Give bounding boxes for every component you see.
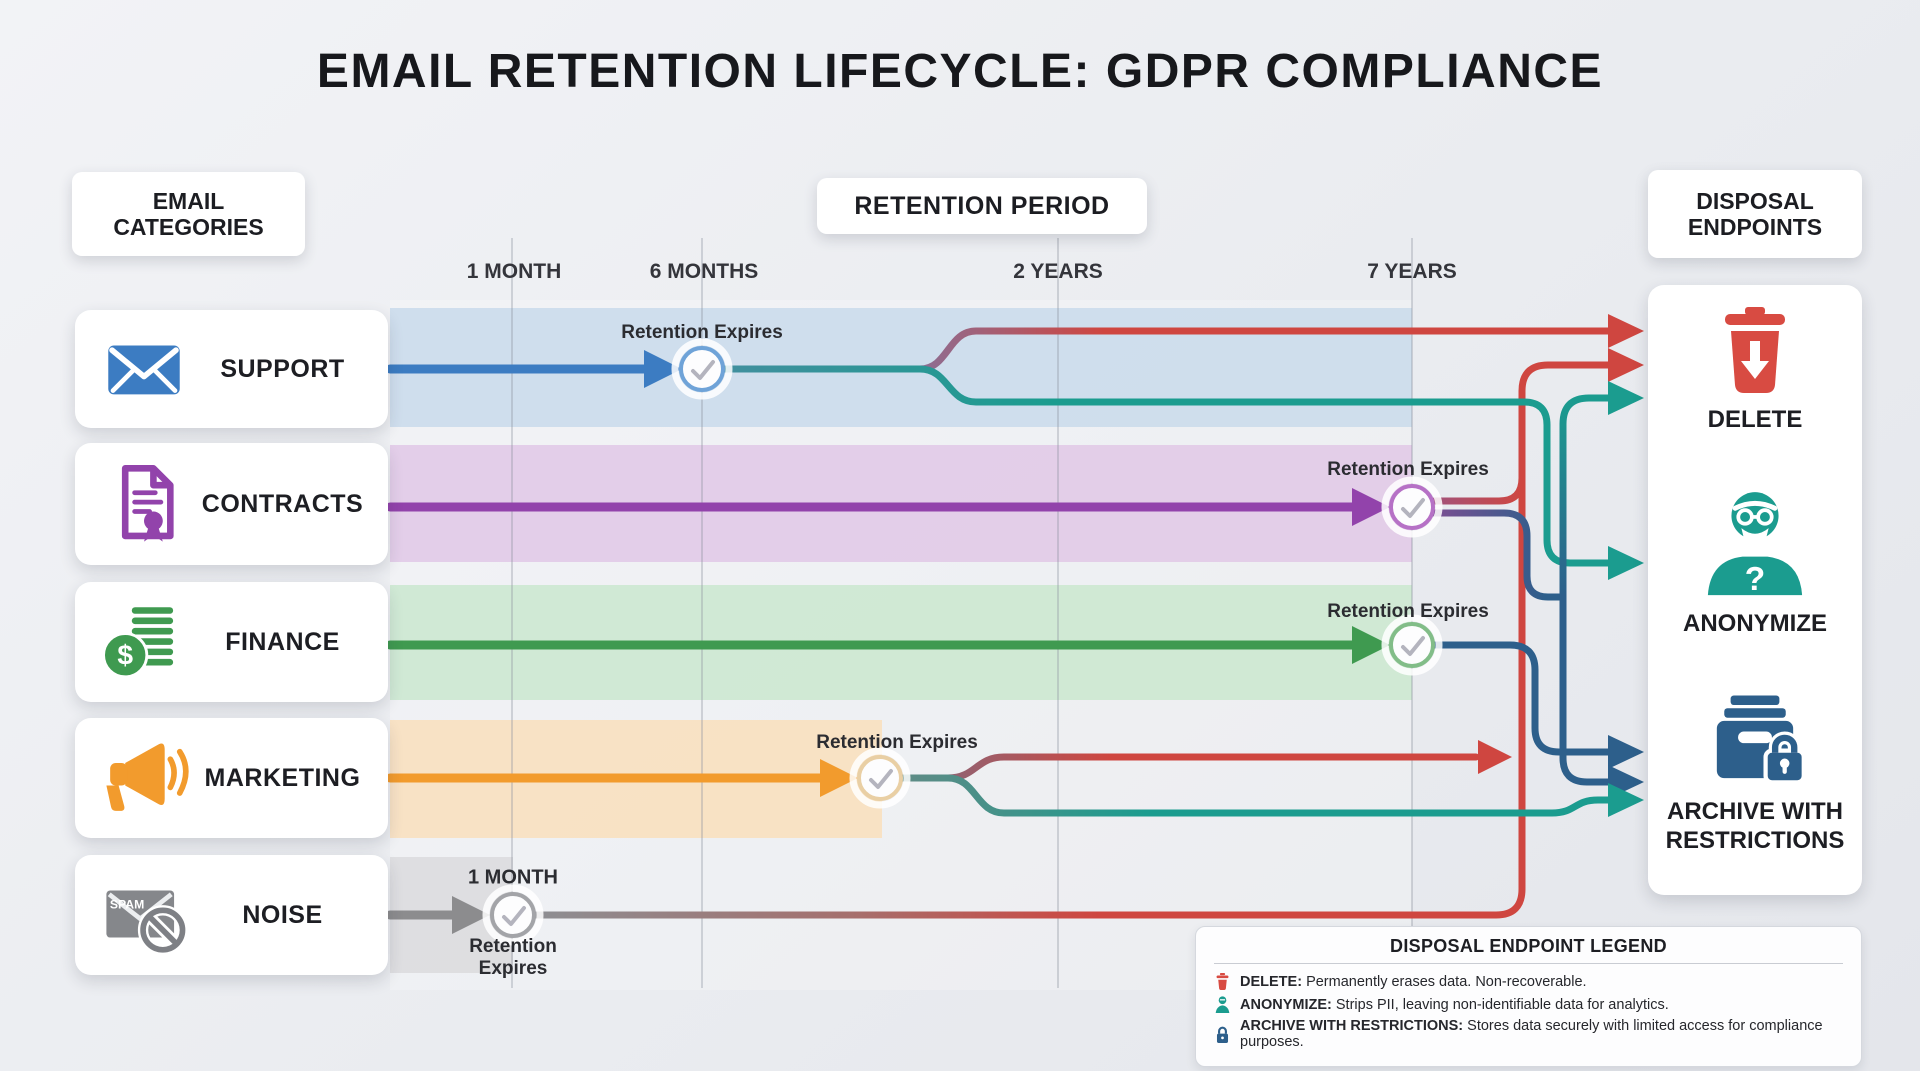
category-label: SUPPORT <box>220 354 345 383</box>
endpoint-delete: DELETE <box>1648 301 1862 435</box>
category-card-marketing: MARKETING <box>75 718 388 838</box>
contracts-checkpoint <box>1381 476 1443 538</box>
tick-2-years: 2 YEARS <box>1013 260 1103 283</box>
arrowhead-archive-1 <box>1608 735 1644 769</box>
junction-up-line <box>1559 394 1614 601</box>
category-label: MARKETING <box>204 763 361 792</box>
spam-icon: SPAM <box>97 868 191 962</box>
support-to-anonymize-line <box>719 365 1614 567</box>
endpoint-label: ARCHIVE WITH RESTRICTIONS <box>1665 798 1845 854</box>
finance-checkpoint <box>1381 614 1443 676</box>
contracts-junction-line <box>1430 509 1567 601</box>
disposal-endpoint-legend: DISPOSAL ENDPOINT LEGEND DELETE: Permane… <box>1195 926 1862 1067</box>
svg-text:$: $ <box>117 639 133 671</box>
category-label: CONTRACTS <box>201 489 364 518</box>
legend-title: DISPOSAL ENDPOINT LEGEND <box>1390 936 1667 956</box>
endpoint-label: ANONYMIZE <box>1683 610 1827 637</box>
tick-7-years: 7 YEARS <box>1367 260 1457 283</box>
category-label: NOISE <box>242 900 323 929</box>
arrowhead-anonymize <box>1608 546 1644 580</box>
flow-arrowheads <box>1478 314 1644 817</box>
trash-icon <box>1705 301 1805 406</box>
contracts-to-delete-line <box>1430 431 1526 505</box>
arrowhead-marketing-merge <box>1478 740 1512 774</box>
disposal-endpoints-header: DISPOSAL ENDPOINTS <box>1648 170 1862 258</box>
disposal-endpoints-panel: DELETE ? ANONYMIZE <box>1648 285 1862 895</box>
noise-to-delete-line <box>532 361 1614 919</box>
trash-icon <box>1216 973 1229 990</box>
megaphone-icon <box>97 731 191 825</box>
legend-item-anonymize: ANONYMIZE: Strips PII, leaving non-ident… <box>1214 995 1843 1014</box>
marketing-to-archive-line <box>898 774 1614 817</box>
lock-icon <box>1216 1026 1229 1043</box>
page-title: EMAIL RETENTION LIFECYCLE: GDPR COMPLIAN… <box>316 45 1604 98</box>
support-checkpoint <box>671 338 733 400</box>
junction-to-archive-line <box>1559 593 1614 786</box>
svg-text:SPAM: SPAM <box>110 897 144 911</box>
endpoint-anonymize: ? ANONYMIZE <box>1648 481 1862 639</box>
support-expires-label: Retention Expires <box>621 322 783 343</box>
category-card-support: SUPPORT <box>75 310 388 428</box>
legend-divider <box>1214 963 1843 964</box>
category-card-finance: $ FINANCE <box>75 582 388 702</box>
svg-text:?: ? <box>1745 561 1765 598</box>
tick-1-month: 1 MONTH <box>466 260 562 283</box>
anonymous-person-icon <box>1215 996 1230 1013</box>
tick-6-months: 6 MONTHS <box>649 260 759 283</box>
contracts-expires-label: Retention Expires <box>1327 459 1489 480</box>
coins-icon: $ <box>97 595 191 689</box>
marketing-expires-label: Retention Expires <box>816 732 978 753</box>
anonymous-person-icon: ? <box>1693 481 1817 610</box>
noise-expires-label: Retention Expires <box>469 936 557 979</box>
finance-to-archive-line <box>1430 641 1614 756</box>
checkpoints <box>482 338 1443 946</box>
arrowhead-delete-2 <box>1608 348 1644 382</box>
noise-checkpoint <box>482 884 544 946</box>
endpoint-archive: ARCHIVE WITH RESTRICTIONS <box>1648 687 1862 856</box>
finance-expires-label: Retention Expires <box>1327 601 1489 622</box>
endpoint-label: DELETE <box>1707 406 1803 433</box>
archive-lock-icon <box>1702 687 1808 798</box>
category-card-noise: SPAM NOISE <box>75 855 388 975</box>
contract-icon <box>97 457 191 551</box>
retention-period-header: RETENTION PERIOD <box>817 178 1147 234</box>
arrowhead-delete-1 <box>1608 314 1644 348</box>
noise-expires-time: 1 MONTH <box>468 866 558 889</box>
arrowhead-archive-3 <box>1608 783 1644 817</box>
marketing-checkpoint <box>849 747 911 809</box>
legend-item-archive: ARCHIVE WITH RESTRICTIONS: Stores data s… <box>1214 1018 1843 1050</box>
category-card-contracts: CONTRACTS <box>75 443 388 565</box>
category-arrows <box>385 350 1390 934</box>
timeline-gridlines <box>511 238 1413 988</box>
email-categories-header: EMAIL CATEGORIES <box>72 172 305 256</box>
arrowhead-delete-3 <box>1608 381 1644 415</box>
category-label: FINANCE <box>225 627 340 656</box>
flow-lines <box>532 327 1614 919</box>
legend-item-delete: DELETE: Permanently erases data. Non-rec… <box>1214 972 1843 991</box>
envelope-icon <box>97 322 191 416</box>
